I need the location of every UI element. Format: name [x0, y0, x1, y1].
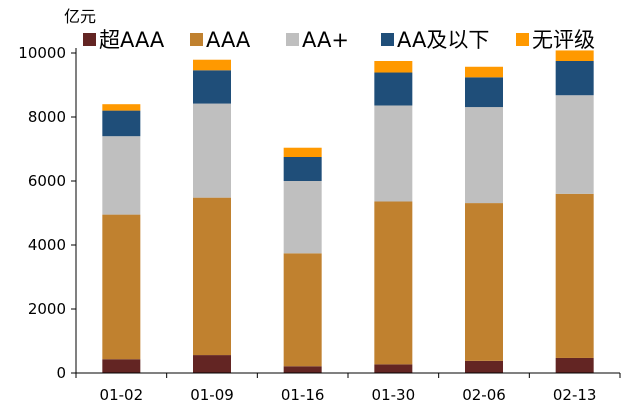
- legend-label: AA及以下: [397, 28, 489, 52]
- bar-segment: [283, 157, 322, 181]
- bars: [102, 50, 594, 373]
- y-axis: 0 2000 4000 6000 8000 10000: [18, 44, 77, 382]
- y-axis-unit-label: 亿元: [64, 7, 96, 26]
- legend-swatch: [381, 33, 394, 46]
- bar-segment: [465, 360, 503, 373]
- bar-segment: [283, 253, 322, 367]
- bar-segment: [555, 61, 594, 96]
- legend-label: AA+: [302, 28, 349, 52]
- x-tick-label: 01-30: [372, 386, 416, 404]
- y-tick-label: 0: [56, 364, 66, 382]
- legend-item: 无评级: [516, 28, 595, 52]
- x-tick-label: 01-16: [281, 386, 325, 404]
- legend-swatch: [286, 33, 299, 46]
- bar-segment: [465, 66, 503, 78]
- bar-segment: [102, 359, 141, 373]
- x-tick-label: 02-13: [553, 386, 597, 404]
- bar-segment: [555, 357, 594, 373]
- bar-segment: [102, 136, 141, 215]
- y-tick-label: 2000: [28, 300, 66, 318]
- bar-segment: [555, 50, 594, 61]
- y-tick-label: 6000: [28, 172, 66, 190]
- bar-segment: [193, 70, 231, 104]
- bar-segment: [193, 197, 231, 356]
- y-tick-label: 4000: [28, 236, 66, 254]
- x-tick-label: 01-02: [100, 386, 144, 404]
- legend-item: 超AAA: [83, 28, 165, 52]
- bar-segment: [193, 59, 231, 71]
- bar-segment: [193, 103, 231, 198]
- y-tick-label: 10000: [18, 44, 66, 62]
- bar-segment: [555, 95, 594, 194]
- legend-item: AAA: [190, 28, 251, 52]
- bar-segment: [283, 147, 322, 157]
- y-tick-label: 8000: [28, 108, 66, 126]
- bar-segment: [374, 72, 413, 106]
- bar-segment: [102, 110, 141, 137]
- legend-item: AA及以下: [381, 28, 489, 52]
- bar-segment: [283, 366, 322, 373]
- bar-segment: [374, 61, 413, 73]
- x-axis: 01-02 01-09 01-16 01-30 02-06 02-13: [75, 372, 621, 404]
- bar-segment: [102, 104, 141, 111]
- bar-segment: [374, 105, 413, 202]
- legend-item: AA+: [286, 28, 349, 52]
- legend-swatch: [190, 33, 203, 46]
- legend: 超AAA AAA AA+ AA及以下 无评级: [83, 28, 595, 52]
- bar-segment: [555, 193, 594, 358]
- legend-swatch: [83, 33, 96, 46]
- legend-label: AAA: [206, 28, 251, 52]
- legend-label: 无评级: [532, 28, 595, 52]
- x-tick-label: 02-06: [462, 386, 506, 404]
- x-tick-label: 01-09: [190, 386, 234, 404]
- bar-segment: [465, 107, 503, 204]
- bar-segment: [283, 181, 322, 254]
- bar-segment: [102, 214, 141, 360]
- bar-segment: [465, 77, 503, 108]
- bar-segment: [465, 203, 503, 361]
- legend-swatch: [516, 33, 529, 46]
- bar-segment: [193, 355, 231, 373]
- legend-label: 超AAA: [99, 28, 165, 52]
- bar-segment: [374, 201, 413, 365]
- bar-segment: [374, 364, 413, 373]
